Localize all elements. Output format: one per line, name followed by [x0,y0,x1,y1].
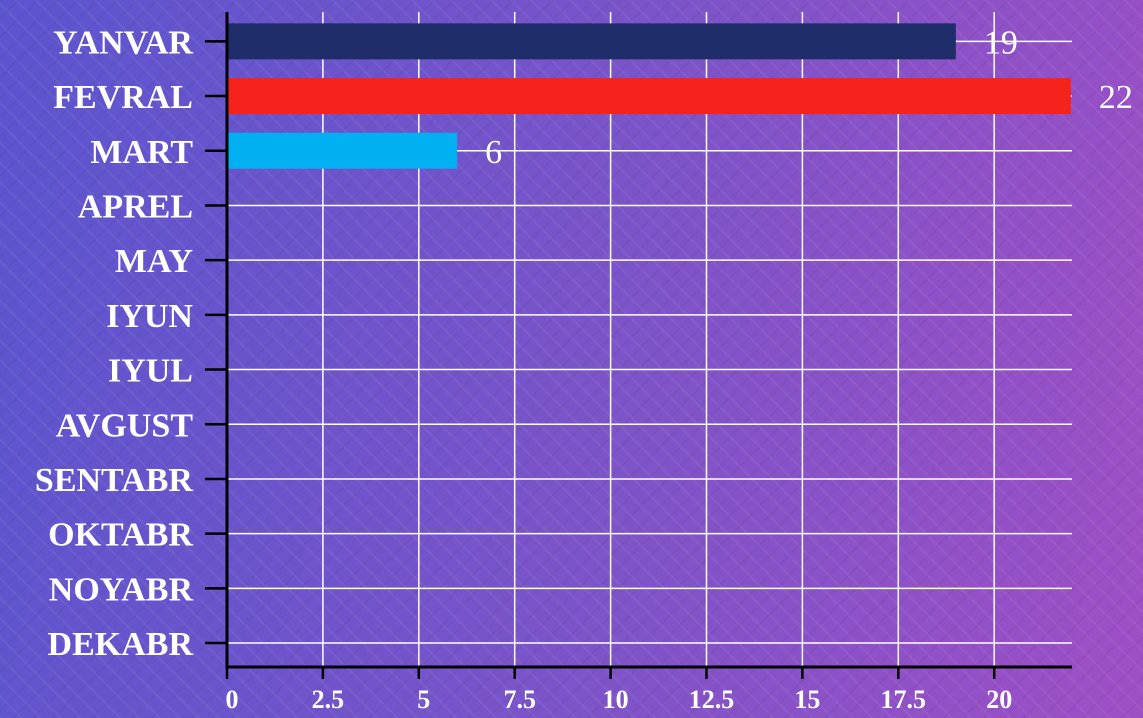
category-label-may: MAY [115,243,193,280]
category-label-iyul: IYUL [108,353,193,390]
x-tick-label: 10 [603,685,629,714]
category-label-noyabr: NOYABR [49,571,194,608]
bars [227,23,1071,169]
x-tick-label: 20 [986,685,1012,714]
tick-labels: 0 2.5 5 7.5 10 12.5 15 17.5 20 [226,685,1013,714]
x-tick-label: 15 [794,685,820,714]
x-tick-label: 2.5 [312,685,345,714]
category-labels: YANVAR FEVRAL MART APREL MAY IYUN IYUL AVGUST SE… [35,24,194,663]
data-labels: 19 22 6 [485,24,1133,170]
bar-mart [227,132,458,169]
category-label-fevral: FEVRAL [53,79,193,116]
category-label-mart: MART [90,134,193,171]
x-tick-label: 12.5 [689,685,735,714]
data-label-mart: 6 [485,134,502,171]
x-tick-label: 5 [417,685,430,714]
data-label-yanvar: 19 [984,24,1018,61]
x-tick-label: 7.5 [503,685,536,714]
category-label-avgust: AVGUST [56,407,194,444]
category-label-yanvar: YANVAR [53,24,193,61]
category-label-sentabr: SENTABR [35,462,194,499]
bar-fevral [227,78,1071,115]
category-label-dekabr: DEKABR [48,626,194,663]
data-label-fevral: 22 [1099,79,1133,116]
category-label-aprel: APREL [78,188,193,225]
category-label-iyun: IYUN [106,298,193,335]
category-label-oktabr: OKTABR [48,517,193,554]
axes [205,12,1072,679]
x-tick-label: 17.5 [881,685,927,714]
x-tick-label: 0 [226,685,239,714]
bar-yanvar [227,23,956,60]
